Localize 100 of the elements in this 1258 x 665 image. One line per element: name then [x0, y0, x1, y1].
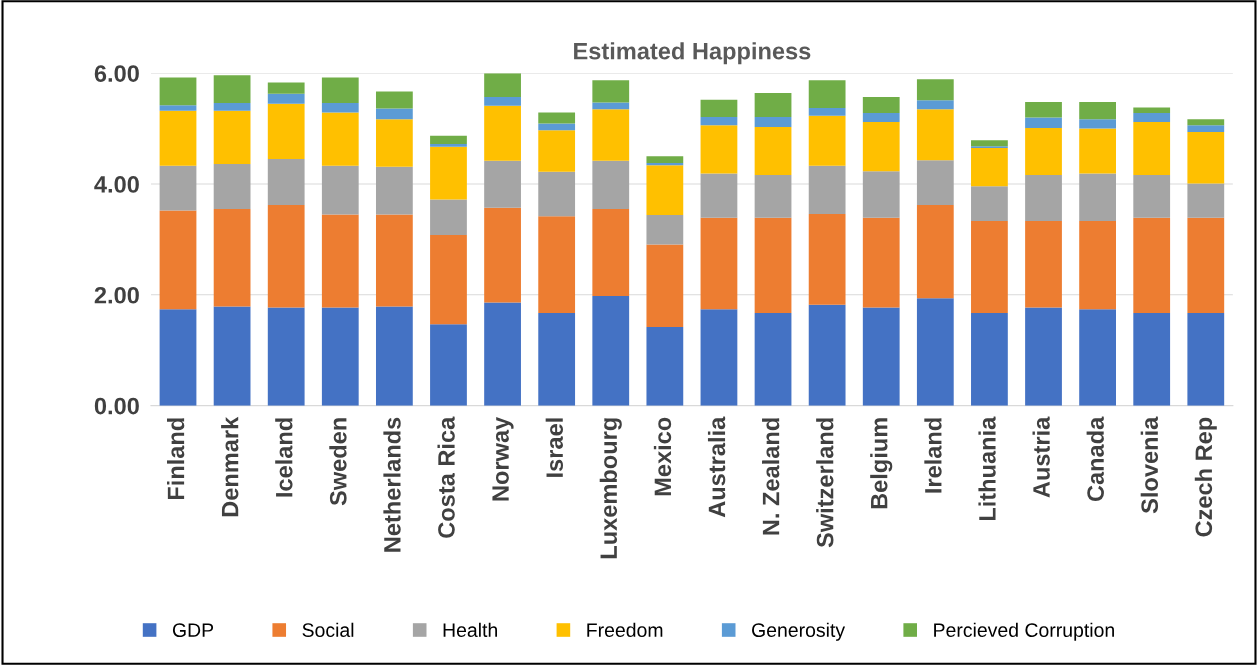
bar — [971, 147, 1008, 187]
bar — [321, 112, 359, 166]
bar — [375, 108, 413, 120]
bar — [375, 166, 413, 215]
legend-label: Percieved Corruption — [934, 622, 1114, 641]
bar — [1079, 309, 1116, 406]
bar — [484, 73, 521, 97]
bar — [916, 100, 954, 110]
x-tick-label: Iceland — [275, 418, 293, 497]
x-tick-label: Sweden — [329, 418, 347, 506]
bar — [592, 80, 630, 103]
bar — [646, 244, 684, 327]
legend-label: Freedom — [587, 622, 663, 638]
bar — [538, 216, 576, 314]
bar — [808, 213, 846, 305]
bar — [1025, 101, 1062, 118]
bar — [159, 110, 197, 166]
bar — [484, 207, 521, 303]
bar — [538, 123, 576, 131]
bar — [375, 119, 413, 167]
bar — [754, 116, 792, 127]
bar — [862, 217, 900, 308]
bar — [646, 326, 684, 406]
bar — [971, 313, 1008, 406]
x-tick-label: Czech Rep — [1194, 417, 1217, 537]
legend-label: GDP — [172, 623, 214, 638]
bar — [267, 103, 305, 160]
chart-title: Estimated Happiness — [574, 42, 811, 65]
bar — [1133, 107, 1171, 114]
bar — [159, 165, 197, 211]
bar — [538, 130, 576, 172]
bar — [159, 309, 197, 406]
bar — [754, 93, 792, 117]
bar — [484, 160, 521, 208]
bar — [538, 171, 576, 217]
y-tick-label: 6.00 — [94, 65, 139, 82]
bar — [484, 105, 521, 161]
bar — [430, 234, 467, 325]
bar — [375, 91, 413, 109]
bar — [754, 217, 792, 314]
bar — [808, 80, 846, 109]
bar — [592, 160, 630, 209]
x-tick-label: Finland — [167, 418, 185, 500]
bar — [1025, 307, 1062, 406]
legend-label: Generosity — [752, 622, 846, 641]
bar — [1025, 221, 1062, 308]
x-tick-label: Netherlands — [383, 417, 401, 552]
bar — [213, 75, 251, 104]
bar — [267, 205, 305, 308]
x-tick-label: Slovenia — [1140, 416, 1159, 514]
bar — [862, 171, 900, 218]
y-tick-label: 4.00 — [94, 176, 139, 193]
bar — [700, 309, 738, 406]
bar — [213, 164, 251, 209]
bar — [754, 175, 792, 218]
x-tick-label: Costa Rica — [437, 416, 455, 538]
bar — [700, 116, 738, 126]
x-tick-label: Belgium — [870, 418, 893, 509]
x-tick-label: Canada — [1086, 416, 1104, 502]
bar — [430, 199, 467, 235]
bar — [592, 208, 630, 296]
bar — [862, 96, 900, 114]
bar — [321, 77, 359, 104]
bar — [375, 214, 413, 307]
bar — [159, 210, 197, 310]
bar — [646, 215, 684, 245]
bar — [321, 165, 359, 215]
bar — [1133, 121, 1171, 176]
x-tick-label: Denmark — [221, 416, 239, 517]
bar — [592, 109, 630, 161]
bar — [267, 82, 305, 94]
x-tick-label: Mexico — [653, 417, 672, 496]
bar — [808, 304, 846, 406]
bar — [1133, 217, 1171, 314]
x-tick-label: Australia — [707, 416, 726, 518]
bar — [646, 162, 684, 166]
bar — [538, 313, 576, 406]
bar — [592, 102, 630, 110]
bar — [1187, 131, 1225, 184]
bar — [646, 165, 684, 216]
x-tick-label: N. Zealand — [762, 418, 780, 535]
bar — [916, 160, 954, 206]
bar — [1133, 175, 1171, 218]
bar — [971, 186, 1008, 222]
bar — [213, 110, 251, 165]
bar — [1079, 128, 1116, 174]
bar — [430, 324, 467, 406]
bar — [1133, 113, 1171, 122]
bar — [808, 108, 846, 116]
bar — [213, 208, 251, 307]
bar — [321, 214, 359, 308]
bar — [700, 173, 738, 218]
bar — [430, 146, 467, 200]
bar — [267, 307, 305, 406]
bar — [321, 307, 359, 406]
bar — [375, 306, 413, 406]
bar — [700, 217, 738, 310]
bar — [267, 93, 305, 104]
bar — [862, 121, 900, 172]
bar — [430, 135, 467, 145]
